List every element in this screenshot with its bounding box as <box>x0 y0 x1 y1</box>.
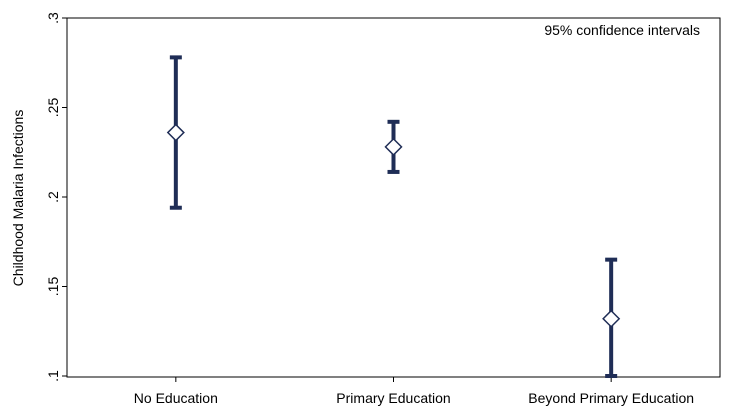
point-estimate-marker <box>166 123 185 142</box>
y-tick-label: .1 <box>45 370 61 382</box>
y-tick-label: .3 <box>45 12 61 24</box>
y-axis: .1 .15 .2 .25 .3 <box>45 12 67 382</box>
y-tick-label: .2 <box>45 191 61 203</box>
point-estimate-marker <box>602 309 621 328</box>
ci-point-group <box>602 257 621 378</box>
x-tick-label: Beyond Primary Education <box>528 390 694 406</box>
y-tick-label: .25 <box>45 98 61 118</box>
ci-annotation: 95% confidence intervals <box>544 22 700 38</box>
ci-point-group <box>384 119 403 174</box>
y-axis-title: Childhood Malaria Infections <box>10 110 26 287</box>
plot-frame <box>66 17 721 378</box>
data-marks <box>166 55 621 378</box>
ci-point-group <box>166 55 185 210</box>
point-estimate-marker <box>384 137 403 156</box>
y-tick-label: .15 <box>45 277 61 297</box>
x-tick-label: No Education <box>134 390 218 406</box>
x-tick-label: Primary Education <box>336 390 450 406</box>
x-axis: No Education Primary Education Beyond Prim… <box>134 377 694 406</box>
